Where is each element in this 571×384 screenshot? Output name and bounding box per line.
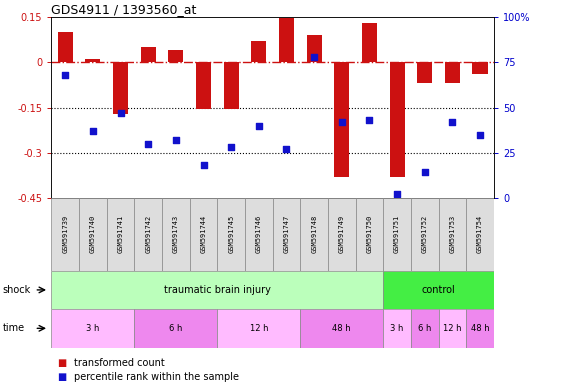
Bar [307, 35, 321, 63]
Text: control: control [422, 285, 456, 295]
Bar [51, 271, 383, 309]
Bar [168, 50, 183, 63]
Point [309, 54, 319, 60]
Bar [467, 309, 494, 348]
Point [199, 162, 208, 168]
Text: GSM591753: GSM591753 [449, 215, 456, 253]
Bar [411, 309, 439, 348]
Bar [134, 309, 218, 348]
Bar [107, 198, 134, 271]
Bar [224, 63, 239, 109]
Text: 48 h: 48 h [332, 324, 351, 333]
Bar [328, 198, 356, 271]
Bar [383, 271, 494, 309]
Text: ■: ■ [57, 372, 66, 382]
Text: percentile rank within the sample: percentile rank within the sample [74, 372, 239, 382]
Text: 6 h: 6 h [418, 324, 432, 333]
Bar [162, 198, 190, 271]
Point [171, 137, 180, 143]
Text: traumatic brain injury: traumatic brain injury [164, 285, 271, 295]
Point [89, 128, 98, 134]
Bar [134, 198, 162, 271]
Text: GSM591747: GSM591747 [283, 215, 289, 253]
Bar [279, 18, 294, 63]
Text: GDS4911 / 1393560_at: GDS4911 / 1393560_at [51, 3, 197, 16]
Text: ■: ■ [57, 358, 66, 368]
Bar [439, 309, 467, 348]
Text: GSM591754: GSM591754 [477, 215, 483, 253]
Point [420, 169, 429, 175]
Bar [439, 198, 467, 271]
Text: GSM591752: GSM591752 [422, 215, 428, 253]
Bar [245, 198, 273, 271]
Text: shock: shock [3, 285, 31, 295]
Text: GSM591743: GSM591743 [173, 215, 179, 253]
Bar [383, 198, 411, 271]
Text: GSM591750: GSM591750 [367, 215, 372, 253]
Text: GSM591740: GSM591740 [90, 215, 96, 253]
Bar [383, 309, 411, 348]
Text: GSM591744: GSM591744 [200, 215, 207, 253]
Point [365, 117, 374, 123]
Bar [140, 47, 156, 63]
Text: GSM591742: GSM591742 [145, 215, 151, 253]
Text: time: time [3, 323, 25, 333]
Point [144, 141, 153, 147]
Text: GSM591749: GSM591749 [339, 215, 345, 253]
Text: 3 h: 3 h [391, 324, 404, 333]
Point [476, 132, 485, 138]
Point [227, 144, 236, 150]
Text: GSM591745: GSM591745 [228, 215, 234, 253]
Bar [362, 23, 377, 63]
Text: GSM591739: GSM591739 [62, 215, 68, 253]
Bar [113, 63, 128, 114]
Bar [445, 63, 460, 83]
Text: GSM591748: GSM591748 [311, 215, 317, 253]
Bar [300, 198, 328, 271]
Bar [467, 198, 494, 271]
Bar [85, 60, 100, 63]
Bar [417, 63, 432, 83]
Point [448, 119, 457, 125]
Text: transformed count: transformed count [74, 358, 165, 368]
Bar [51, 309, 134, 348]
Bar [251, 41, 267, 63]
Bar [51, 198, 79, 271]
Text: GSM591751: GSM591751 [394, 215, 400, 253]
Bar [190, 198, 218, 271]
Bar [300, 309, 383, 348]
Point [116, 110, 125, 116]
Bar [411, 198, 439, 271]
Text: 48 h: 48 h [471, 324, 489, 333]
Point [337, 119, 347, 125]
Text: GSM591746: GSM591746 [256, 215, 262, 253]
Text: 3 h: 3 h [86, 324, 99, 333]
Bar [218, 198, 245, 271]
Point [61, 72, 70, 78]
Point [254, 122, 263, 129]
Text: 6 h: 6 h [169, 324, 183, 333]
Bar [79, 198, 107, 271]
Bar [472, 63, 488, 74]
Point [392, 191, 401, 197]
Bar [334, 63, 349, 177]
Text: 12 h: 12 h [443, 324, 462, 333]
Point [282, 146, 291, 152]
Bar [196, 63, 211, 109]
Bar [218, 309, 300, 348]
Bar [58, 32, 73, 63]
Bar [273, 198, 300, 271]
Bar [356, 198, 383, 271]
Text: GSM591741: GSM591741 [118, 215, 123, 253]
Bar [389, 63, 405, 177]
Text: 12 h: 12 h [250, 324, 268, 333]
